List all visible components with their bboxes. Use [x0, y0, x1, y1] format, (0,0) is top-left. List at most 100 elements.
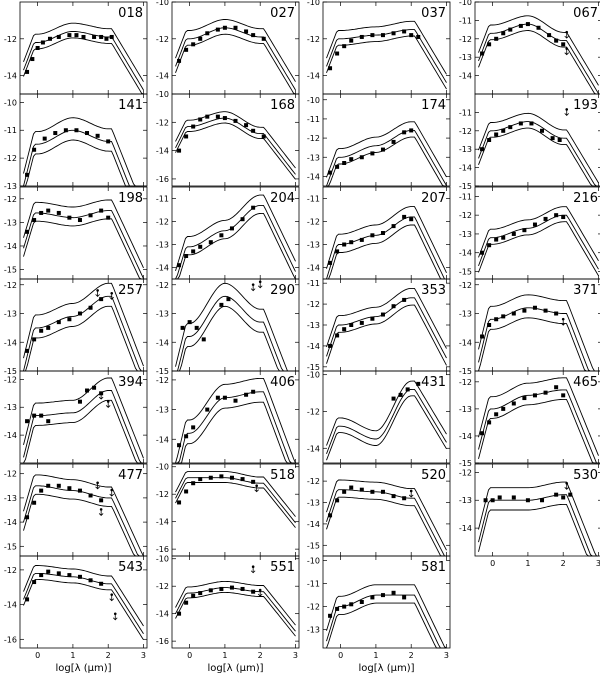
model-curve-bound	[478, 127, 599, 187]
data-point	[233, 118, 238, 123]
y-tick-label: -11	[459, 16, 472, 25]
data-point	[191, 425, 196, 430]
panel-title: 530	[573, 468, 598, 483]
y-tick-label: -14	[307, 72, 320, 81]
data-point	[402, 29, 407, 34]
y-tick-label: -12	[4, 35, 17, 44]
y-tick-label: -13	[307, 626, 320, 635]
data-point	[522, 308, 527, 313]
x-tick-label: 3	[141, 651, 146, 660]
y-tick-label: -14	[4, 242, 17, 251]
y-tick-label: -14	[4, 431, 17, 440]
panel-168: -16 -14 -12 -10 168	[156, 90, 300, 187]
y-tick-label: -16	[156, 175, 169, 184]
y-tick-label: -14	[156, 264, 169, 273]
y-tick-label: -16	[156, 545, 169, 554]
data-point	[543, 216, 548, 221]
data-point	[380, 231, 385, 235]
data-point	[251, 33, 256, 38]
data-point	[99, 297, 104, 302]
y-tick-label: -12	[307, 407, 320, 416]
data-point	[208, 588, 213, 593]
model-curve-bound	[326, 584, 447, 649]
model-curve-bound	[175, 580, 296, 626]
data-point	[349, 602, 354, 607]
panel-frame	[19, 370, 148, 464]
data-point	[229, 585, 234, 590]
data-point	[501, 235, 506, 240]
panels-layer: -14-12018-14-12-10027-14-12-10037-14-13-…	[4, 0, 600, 649]
y-tick-label: -12	[4, 281, 17, 290]
data-point	[46, 569, 51, 574]
data-point	[251, 205, 256, 210]
data-point	[177, 263, 182, 268]
y-tick-label: -14	[4, 338, 17, 347]
y-tick-label: -10	[156, 0, 169, 7]
panel-037: -14 -12 -10 037	[307, 0, 451, 95]
upper-limit-point	[251, 565, 255, 569]
panel-543: -16 -14 -12 543	[4, 555, 148, 649]
data-point	[480, 51, 485, 56]
model-curve-bound	[175, 471, 296, 517]
data-point	[349, 38, 354, 43]
data-point	[67, 573, 72, 578]
model-curve-best	[23, 295, 144, 372]
data-point	[550, 136, 555, 141]
upper-limit-point	[251, 283, 255, 286]
y-tick-label: -12	[4, 154, 17, 163]
data-point	[198, 36, 203, 41]
y-tick-label: -14	[307, 172, 320, 181]
data-point	[240, 477, 245, 482]
data-point	[32, 580, 37, 585]
upper-limit-point	[110, 488, 114, 492]
y-tick-label: -14	[459, 432, 472, 441]
data-point	[99, 498, 104, 503]
model-curve-bound	[23, 493, 144, 557]
data-point	[342, 489, 347, 494]
data-point	[547, 33, 552, 38]
data-point	[342, 242, 347, 247]
model-curve-bound	[23, 305, 144, 372]
y-tick-label: -13	[4, 182, 17, 191]
data-point	[184, 600, 189, 605]
x-axis-title: log[λ (μm)]	[55, 663, 111, 674]
data-point	[42, 136, 47, 141]
upper-limit-point	[96, 481, 99, 485]
data-point	[508, 27, 513, 32]
panel-198: -15 -14 -13 -12 198	[4, 186, 148, 280]
panel-551: -16 -14 -12 -10 551	[156, 555, 300, 649]
x-tick-label: 1	[373, 651, 378, 660]
y-tick-label: -14	[459, 164, 472, 173]
data-point	[104, 36, 109, 41]
data-point	[81, 34, 86, 39]
panel-216: -15 -14 -13 -12 -11 216	[459, 186, 600, 280]
upper-limit-point	[565, 30, 569, 34]
y-tick-label: -14	[307, 264, 320, 273]
panel-frame	[171, 93, 300, 187]
data-point	[370, 233, 375, 238]
data-point	[328, 513, 333, 518]
y-tick-label: -11	[4, 126, 17, 135]
y-tick-label: -14	[156, 435, 169, 444]
y-tick-label: -11	[307, 195, 320, 204]
panel-257: -15 -14 -13 -12 257	[4, 278, 148, 376]
model-curve-bound	[175, 482, 296, 528]
y-tick-label: -16	[156, 637, 169, 646]
model-curve-best	[326, 297, 447, 359]
data-point	[208, 240, 213, 245]
data-point	[25, 69, 30, 74]
model-curve-bound	[326, 224, 447, 280]
data-point	[543, 308, 548, 313]
y-tick-label: -13	[307, 241, 320, 250]
data-point	[56, 320, 61, 325]
data-point	[328, 343, 333, 348]
y-tick-label: -13	[307, 321, 320, 330]
data-point	[398, 392, 403, 397]
x-tick-label: 3	[293, 651, 298, 660]
upper-limit-point	[113, 612, 117, 616]
x-tick-label: 3	[596, 559, 600, 568]
data-point	[370, 489, 375, 494]
data-point	[508, 125, 513, 130]
data-point	[32, 500, 37, 505]
